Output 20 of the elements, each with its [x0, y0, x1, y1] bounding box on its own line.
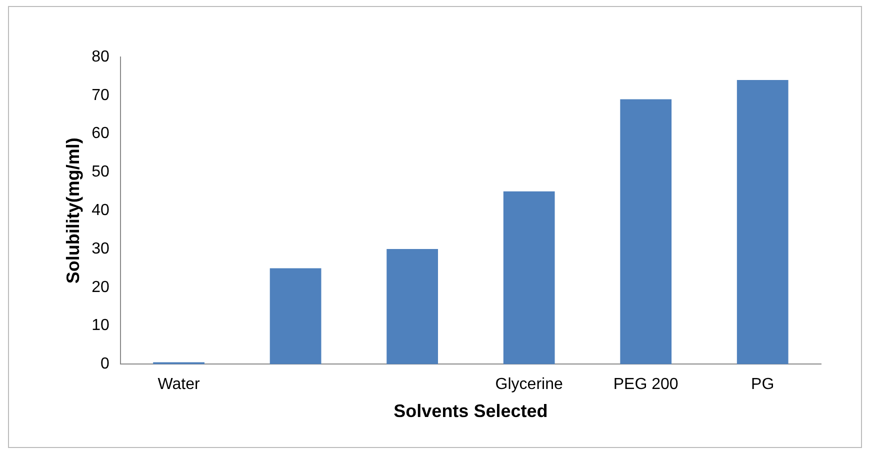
y-tick-label: 20	[92, 278, 110, 296]
bar	[386, 249, 438, 364]
x-tick-label: Glycerine	[495, 376, 563, 394]
y-tick-label: 10	[92, 317, 110, 334]
x-tick-label: PEG 200	[613, 376, 678, 394]
x-tick-label: PG	[751, 376, 774, 394]
bar	[736, 80, 788, 364]
y-tick-label: 80	[92, 48, 110, 66]
y-tick-label: 70	[92, 86, 110, 104]
x-axis-title: Solvents Selected	[394, 401, 548, 422]
bar	[620, 99, 672, 364]
bar	[503, 191, 555, 364]
y-tick-label: 0	[100, 356, 110, 373]
y-tick-label: 40	[92, 202, 110, 220]
bar	[270, 268, 322, 364]
y-tick-label: 50	[92, 164, 110, 181]
x-tick-label: Water	[158, 376, 200, 394]
y-tick-label: 60	[92, 125, 110, 142]
y-tick-label: 30	[92, 240, 110, 258]
y-axis-title: Solubility(mg/ml)	[62, 138, 83, 284]
